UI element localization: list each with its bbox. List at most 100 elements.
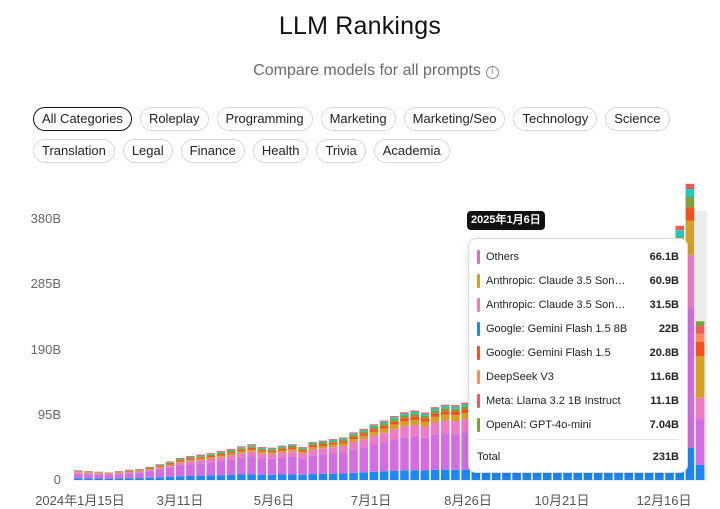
- category-pill-academia[interactable]: Academia: [373, 139, 450, 163]
- bar-segment: [114, 472, 124, 474]
- chart-bar[interactable]: [145, 466, 154, 480]
- chart-bar[interactable]: [135, 469, 144, 480]
- chart-bar[interactable]: [267, 447, 277, 480]
- category-pill-technology[interactable]: Technology: [513, 107, 598, 131]
- chart-bar[interactable]: [247, 444, 256, 480]
- chart-bar[interactable]: [339, 437, 348, 481]
- bar-segment: [196, 456, 205, 458]
- bar-segment: [461, 419, 470, 433]
- chart-bar[interactable]: [349, 432, 358, 480]
- bar-segment: [124, 469, 134, 471]
- chart-bar[interactable]: [318, 440, 328, 480]
- chart-bar[interactable]: [298, 446, 307, 480]
- bar-segment: [114, 473, 124, 475]
- tooltip-model-name: Anthropic: Claude 3.5 Sonnet: [486, 299, 629, 311]
- bar-segment: [369, 435, 379, 445]
- chart-bar[interactable]: [277, 445, 287, 480]
- chart-bar[interactable]: [226, 449, 236, 480]
- category-pill-health[interactable]: Health: [252, 139, 309, 163]
- bar-segment: [206, 458, 216, 463]
- chart-bar[interactable]: [328, 439, 338, 480]
- bar-segment: [196, 458, 205, 461]
- bar-segment: [298, 458, 307, 475]
- bar-segment: [685, 197, 695, 208]
- bar-segment: [328, 441, 338, 443]
- chart-bar[interactable]: [196, 454, 205, 480]
- bar-segment: [247, 447, 256, 450]
- bar-segment: [563, 469, 572, 480]
- bar-segment: [298, 474, 307, 480]
- chart-bar[interactable]: [420, 412, 430, 480]
- bar-segment: [277, 447, 287, 449]
- bar-segment: [339, 452, 348, 474]
- bar-segment: [186, 475, 195, 480]
- category-pill-roleplay[interactable]: Roleplay: [139, 107, 209, 131]
- tooltip-swatch: [477, 298, 480, 312]
- chart-bar[interactable]: [390, 416, 399, 480]
- tooltip-model-value: 60.9B: [649, 275, 679, 287]
- bar-segment: [74, 473, 83, 479]
- bar-segment: [165, 463, 175, 465]
- chart-bar[interactable]: [308, 442, 318, 480]
- chart-bar[interactable]: [216, 451, 226, 480]
- chart-bar[interactable]: [461, 402, 470, 480]
- chart-bar[interactable]: [155, 464, 165, 480]
- chart-bar[interactable]: [359, 428, 369, 480]
- bar-segment: [328, 442, 338, 445]
- chart-bar[interactable]: [84, 471, 93, 480]
- bar-segment: [237, 447, 246, 449]
- chart-bar[interactable]: [104, 472, 114, 480]
- chart-bar[interactable]: [451, 405, 460, 480]
- chart-bar[interactable]: [695, 321, 705, 480]
- chart-bar[interactable]: [400, 412, 409, 480]
- bar-segment: [675, 230, 685, 238]
- chart-bar[interactable]: [430, 407, 440, 480]
- bar-segment: [145, 477, 154, 480]
- chart-bar[interactable]: [410, 410, 419, 480]
- bar-segment: [145, 467, 154, 469]
- category-pill-science[interactable]: Science: [605, 107, 670, 131]
- category-pill-marketing[interactable]: Marketing: [320, 107, 396, 131]
- bar-segment: [257, 458, 267, 475]
- bar-segment: [145, 469, 154, 470]
- bar-segment: [247, 474, 256, 480]
- bar-segment: [349, 433, 358, 435]
- chart-bar[interactable]: [237, 446, 246, 480]
- chart-bar[interactable]: [74, 470, 83, 480]
- chart-bar[interactable]: [288, 444, 297, 480]
- chart-bar[interactable]: [186, 455, 195, 480]
- tooltip-row: Anthropic: Claude 3.5 Sonnet 31.5B: [477, 297, 679, 313]
- info-icon[interactable]: i: [485, 66, 499, 79]
- category-pill-translation[interactable]: Translation: [33, 139, 115, 163]
- category-pill-all-categories[interactable]: All Categories: [33, 107, 132, 131]
- tooltip-model-value: 20.8B: [649, 347, 679, 359]
- chart-bar[interactable]: [124, 469, 134, 480]
- category-pill-legal[interactable]: Legal: [122, 139, 173, 163]
- bar-segment: [349, 432, 358, 434]
- bar-segment: [400, 421, 409, 427]
- bar-segment: [400, 413, 409, 416]
- bar-segment: [695, 464, 705, 480]
- category-pill-finance[interactable]: Finance: [180, 139, 245, 163]
- chart-bar[interactable]: [685, 183, 695, 480]
- category-pill-marketing-seo[interactable]: Marketing/Seo: [403, 107, 506, 131]
- chart-bar[interactable]: [175, 458, 185, 480]
- chart-bar[interactable]: [379, 420, 389, 480]
- bar-segment: [135, 469, 144, 470]
- bar-segment: [247, 445, 256, 447]
- chart-bar[interactable]: [257, 447, 267, 480]
- category-pill-programming[interactable]: Programming: [216, 107, 313, 131]
- bar-segment: [522, 470, 532, 480]
- chart-bar[interactable]: [94, 471, 103, 480]
- tooltip-date-badge: 2025年1月6日: [467, 211, 545, 230]
- tooltip-divider: [477, 439, 679, 440]
- bar-segment: [349, 434, 358, 437]
- chart-bar[interactable]: [165, 461, 175, 480]
- bar-segment: [288, 446, 297, 448]
- chart-bar[interactable]: [440, 404, 450, 480]
- bar-segment: [685, 189, 695, 197]
- chart-bar[interactable]: [369, 424, 379, 480]
- chart-bar[interactable]: [114, 471, 124, 480]
- chart-bar[interactable]: [206, 453, 216, 480]
- category-pill-trivia[interactable]: Trivia: [316, 139, 366, 163]
